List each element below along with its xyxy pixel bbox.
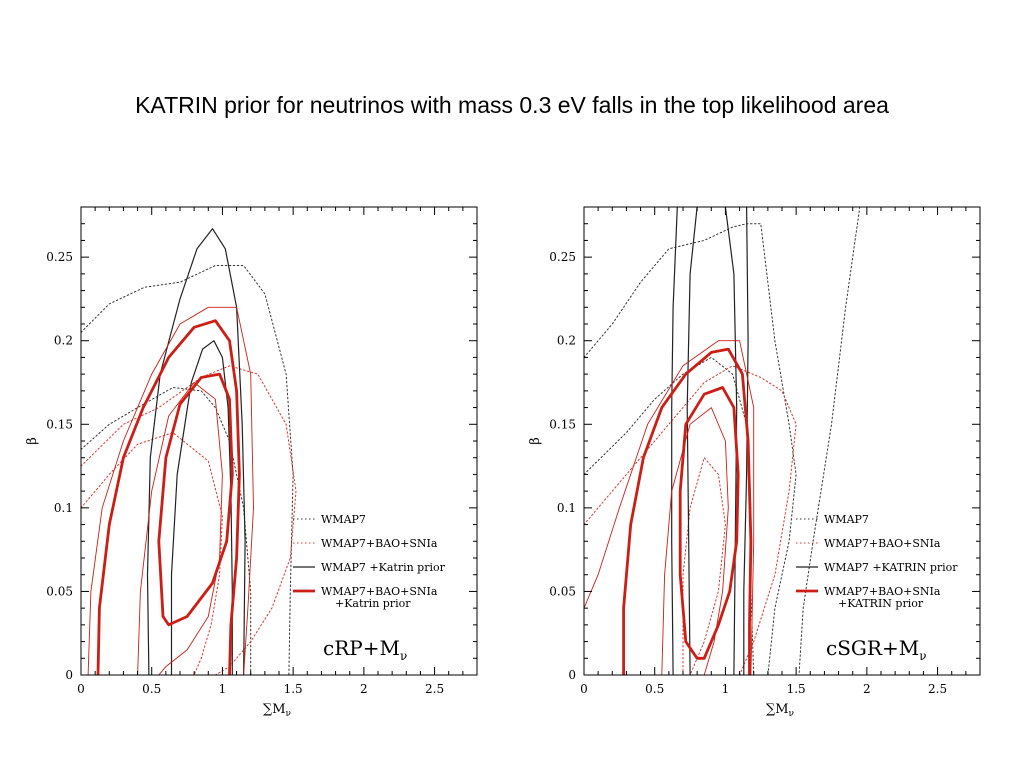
legend-label: WMAP7 (824, 513, 869, 526)
legend-label: WMAP7+BAO+SNIa (321, 537, 438, 550)
y-tick-label: 0.1 (557, 501, 576, 515)
contour-thin-red-4-1 (661, 407, 729, 675)
y-tick-label: 0.05 (46, 584, 73, 598)
model-label-sub: ν (400, 649, 407, 663)
y-tick-label: 0.15 (549, 417, 576, 431)
contour-dotted-black-0-0 (81, 265, 294, 675)
slide-title: KATRIN prior for neutrinos with mass 0.3… (135, 92, 889, 118)
contour-solid-red-3-1 (157, 372, 234, 627)
contour-thin-red-4-0 (584, 340, 755, 675)
x-axis-label-sub: ν (789, 709, 794, 719)
legend-label-line2: +KATRIN prior (838, 597, 924, 610)
x-tick-label: 1.5 (787, 682, 806, 696)
x-tick-label: 1.5 (284, 682, 303, 696)
y-tick-label: 0 (568, 668, 576, 682)
contour-solid-black-2-1 (170, 340, 233, 675)
y-tick-label: 0.1 (54, 501, 73, 515)
legend-label: WMAP7 (321, 513, 366, 526)
y-tick-label: 0.2 (557, 334, 576, 348)
legend-label: WMAP7+BAO+SNIa (321, 585, 438, 598)
contour-dotted-red-1-0 (81, 365, 297, 675)
x-axis-label: ∑Mν (263, 702, 291, 719)
contour-dotted-black-0-1 (81, 387, 252, 675)
contour-solid-black-2-2 (686, 207, 698, 675)
contour-dotted-red-1-0 (584, 365, 797, 675)
contour-layer (584, 207, 861, 675)
contour-dotted-red-1-1 (682, 457, 726, 675)
contour-solid-red-3-0 (96, 319, 241, 675)
x-tick-label: 1 (219, 682, 227, 696)
legend-label-line2: +Katrin prior (335, 597, 411, 610)
legend-label: WMAP7+BAO+SNIa (824, 537, 941, 550)
contour-thin-red-4-1 (137, 382, 223, 675)
x-axis-label-sub: ν (286, 709, 291, 719)
x-tick-label: 0.5 (142, 682, 161, 696)
contour-dotted-black-0-0 (584, 223, 797, 675)
contour-layer (81, 228, 297, 675)
contour-dotted-black-0-2 (798, 207, 861, 675)
x-tick-label: 0 (77, 682, 85, 696)
y-tick-label: 0.25 (46, 250, 73, 264)
x-tick-label: 1 (722, 682, 730, 696)
contour-dotted-black-0-1 (584, 356, 755, 675)
y-tick-label: 0.25 (549, 250, 576, 264)
y-tick-label: 0.15 (46, 417, 73, 431)
x-tick-label: 2.5 (425, 682, 444, 696)
contour-solid-red-3-0 (622, 347, 753, 675)
model-label-sub: ν (919, 649, 926, 663)
x-tick-label: 2 (863, 682, 871, 696)
y-tick-label: 0 (65, 668, 73, 682)
legend-label: WMAP7 +Katrin prior (321, 561, 446, 574)
legend-label: WMAP7+BAO+SNIa (824, 585, 941, 598)
y-tick-label: 0.05 (549, 584, 576, 598)
model-label: cRP+Mν (323, 636, 407, 663)
x-axis-label: ∑Mν (766, 702, 794, 719)
model-label: cSGR+Mν (826, 636, 926, 663)
contour-solid-black-2-1 (743, 207, 749, 675)
x-tick-label: 0.5 (645, 682, 664, 696)
legend-label: WMAP7 +KATRIN prior (824, 561, 958, 574)
x-tick-label: 2.5 (928, 682, 947, 696)
y-axis-label: β (25, 437, 40, 445)
contour-solid-black-2-0 (146, 228, 246, 675)
x-tick-label: 0 (580, 682, 588, 696)
y-tick-label: 0.2 (54, 334, 73, 348)
x-tick-label: 2 (360, 682, 368, 696)
contour-solid-black-2-3 (724, 207, 738, 675)
y-axis-label: β (528, 437, 543, 445)
contour-solid-red-3-1 (678, 386, 740, 660)
contour-solid-black-2-0 (671, 207, 678, 675)
contour-thin-red-4-0 (87, 306, 254, 675)
